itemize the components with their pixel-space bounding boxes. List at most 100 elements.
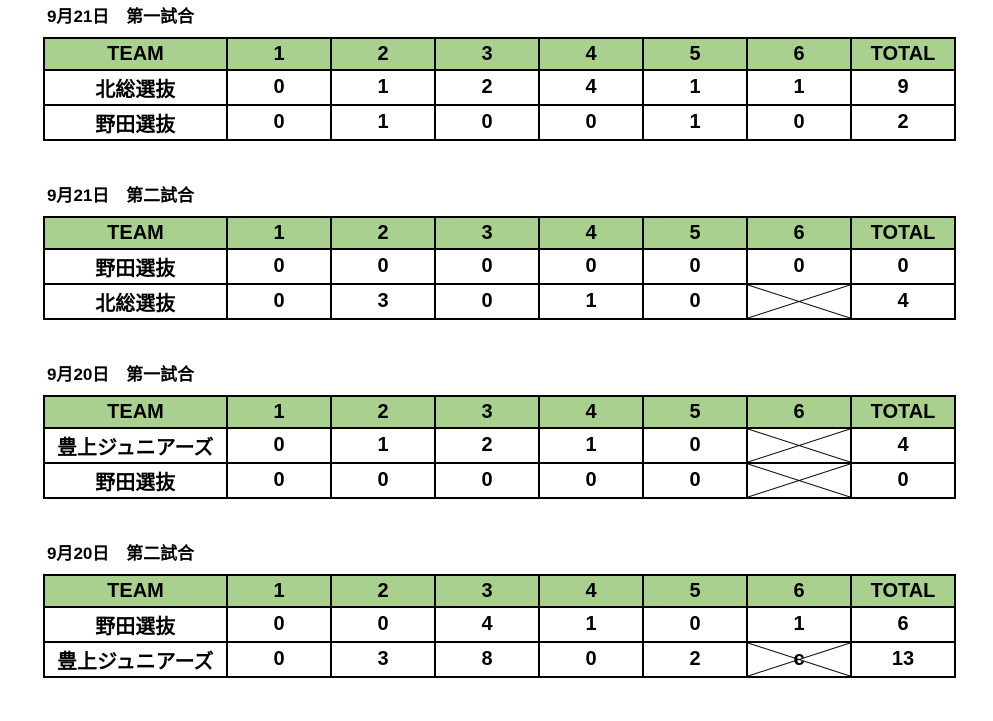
inning-score-cell: 2 [434,427,540,464]
col-header-inning-5: 5 [642,395,748,429]
team-name-cell: 北総選抜 [43,69,228,106]
inning-score-cell: 3 [330,283,436,320]
inning-score-cell: 8 [434,641,540,678]
inning-score-cell: 0 [226,427,332,464]
col-header-inning-5: 5 [642,37,748,71]
match-block: 9月21日 第一試合 TEAM 1 2 3 4 5 6 TOTAL 北総選抜 0 1 2 4 1 1 9 野田… [43,8,993,141]
col-header-inning-6: 6 [746,395,852,429]
score-table: TEAM 1 2 3 4 5 6 TOTAL 豊上ジュニアーズ 0 1 2 1 0 4 野田選抜 0 0 0 0 0 0 [43,395,956,499]
inning-score-cell [746,462,852,499]
score-body: 豊上ジュニアーズ 0 1 2 1 0 4 野田選抜 0 0 0 0 0 0 [43,427,956,499]
inning-score-cell: 0 [330,462,436,499]
inning-score-cell: 1 [330,427,436,464]
col-header-inning-1: 1 [226,574,332,608]
header-row: TEAM 1 2 3 4 5 6 TOTAL [43,37,956,71]
inning-score-cell: 4 [538,69,644,106]
team-row: 野田選抜 0 1 0 0 1 0 2 [43,104,956,141]
col-header-total: TOTAL [850,574,956,608]
team-name-cell: 野田選抜 [43,104,228,141]
inning-score-cell: 1 [538,283,644,320]
total-score-cell: 6 [850,606,956,643]
match-title: 9月21日 第一試合 [47,7,195,26]
inning-score-cell: 0 [642,248,748,285]
col-header-inning-3: 3 [434,395,540,429]
col-header-team: TEAM [43,216,228,250]
score-body: 野田選抜 0 0 0 0 0 0 0 北総選抜 0 3 0 1 0 4 [43,248,956,320]
team-row: 豊上ジュニアーズ 0 3 8 0 2 c 13 [43,641,956,678]
col-header-inning-2: 2 [330,37,436,71]
team-name-cell: 野田選抜 [43,462,228,499]
inning-score-cell: 4 [434,606,540,643]
inning-score-cell: 0 [434,283,540,320]
cross-out-icon [748,429,850,462]
inning-score-cell [746,427,852,464]
total-score-cell: 4 [850,427,956,464]
inning-score-cell: 2 [642,641,748,678]
col-header-total: TOTAL [850,216,956,250]
score-table: TEAM 1 2 3 4 5 6 TOTAL 北総選抜 0 1 2 4 1 1 9 野田選抜 0 1 0 0 1 0 2 [43,37,956,141]
col-header-inning-1: 1 [226,395,332,429]
inning-score-cell: 0 [434,104,540,141]
header-row: TEAM 1 2 3 4 5 6 TOTAL [43,395,956,429]
col-header-inning-3: 3 [434,37,540,71]
team-row: 北総選抜 0 1 2 4 1 1 9 [43,69,956,106]
inning-score-cell: 3 [330,641,436,678]
col-header-team: TEAM [43,574,228,608]
inning-score-cell: 1 [538,606,644,643]
col-header-inning-1: 1 [226,37,332,71]
col-header-inning-4: 4 [538,216,644,250]
col-header-team: TEAM [43,395,228,429]
match-title: 9月20日 第一試合 [47,365,195,384]
col-header-total: TOTAL [850,37,956,71]
inning-score-cell: 0 [226,641,332,678]
col-header-team: TEAM [43,37,228,71]
col-header-inning-3: 3 [434,216,540,250]
inning-score-cell: 1 [642,69,748,106]
header-row: TEAM 1 2 3 4 5 6 TOTAL [43,216,956,250]
team-row: 北総選抜 0 3 0 1 0 4 [43,283,956,320]
inning-score-cell: 1 [538,427,644,464]
team-row: 豊上ジュニアーズ 0 1 2 1 0 4 [43,427,956,464]
col-header-inning-4: 4 [538,395,644,429]
cross-out-icon [748,464,850,497]
inning-score-cell: 0 [330,248,436,285]
col-header-inning-3: 3 [434,574,540,608]
total-score-cell: 0 [850,462,956,499]
col-header-inning-5: 5 [642,574,748,608]
inning-score-cell: 1 [330,69,436,106]
team-name-cell: 野田選抜 [43,606,228,643]
total-score-cell: 9 [850,69,956,106]
inning-score-cell: 0 [226,462,332,499]
inning-score-cell: 0 [538,462,644,499]
inning-score-cell: 0 [330,606,436,643]
inning-score-cell: 0 [642,283,748,320]
match-block: 9月20日 第一試合 TEAM 1 2 3 4 5 6 TOTAL 豊上ジュニアーズ 0 1 2 1 0… [43,366,993,499]
col-header-inning-6: 6 [746,216,852,250]
team-name-cell: 豊上ジュニアーズ [43,427,228,464]
inning-score-cell: 0 [642,462,748,499]
cross-out-icon [748,285,850,318]
score-table: TEAM 1 2 3 4 5 6 TOTAL 野田選抜 0 0 0 0 0 0 0 北総選抜 0 3 0 1 0 4 [43,216,956,320]
col-header-inning-4: 4 [538,574,644,608]
inning-score-cell: 0 [642,606,748,643]
match-title: 9月20日 第二試合 [47,544,195,563]
crossed-cell-text: c [793,648,805,670]
inning-score-cell: 2 [434,69,540,106]
total-score-cell: 2 [850,104,956,141]
total-score-cell: 13 [850,641,956,678]
team-row: 野田選抜 0 0 0 0 0 0 0 [43,248,956,285]
inning-score-cell: 0 [434,462,540,499]
team-row: 野田選抜 0 0 4 1 0 1 6 [43,606,956,643]
col-header-inning-2: 2 [330,216,436,250]
inning-score-cell: 0 [226,104,332,141]
inning-score-cell: 0 [226,606,332,643]
col-header-inning-5: 5 [642,216,748,250]
score-body: 北総選抜 0 1 2 4 1 1 9 野田選抜 0 1 0 0 1 0 2 [43,69,956,141]
match-block: 9月21日 第二試合 TEAM 1 2 3 4 5 6 TOTAL 野田選抜 0 0 0 0 0 0 0 北総… [43,187,993,320]
inning-score-cell: 0 [226,283,332,320]
team-row: 野田選抜 0 0 0 0 0 0 [43,462,956,499]
inning-score-cell: c [746,641,852,678]
inning-score-cell: 0 [746,104,852,141]
inning-score-cell: 1 [642,104,748,141]
col-header-inning-4: 4 [538,37,644,71]
